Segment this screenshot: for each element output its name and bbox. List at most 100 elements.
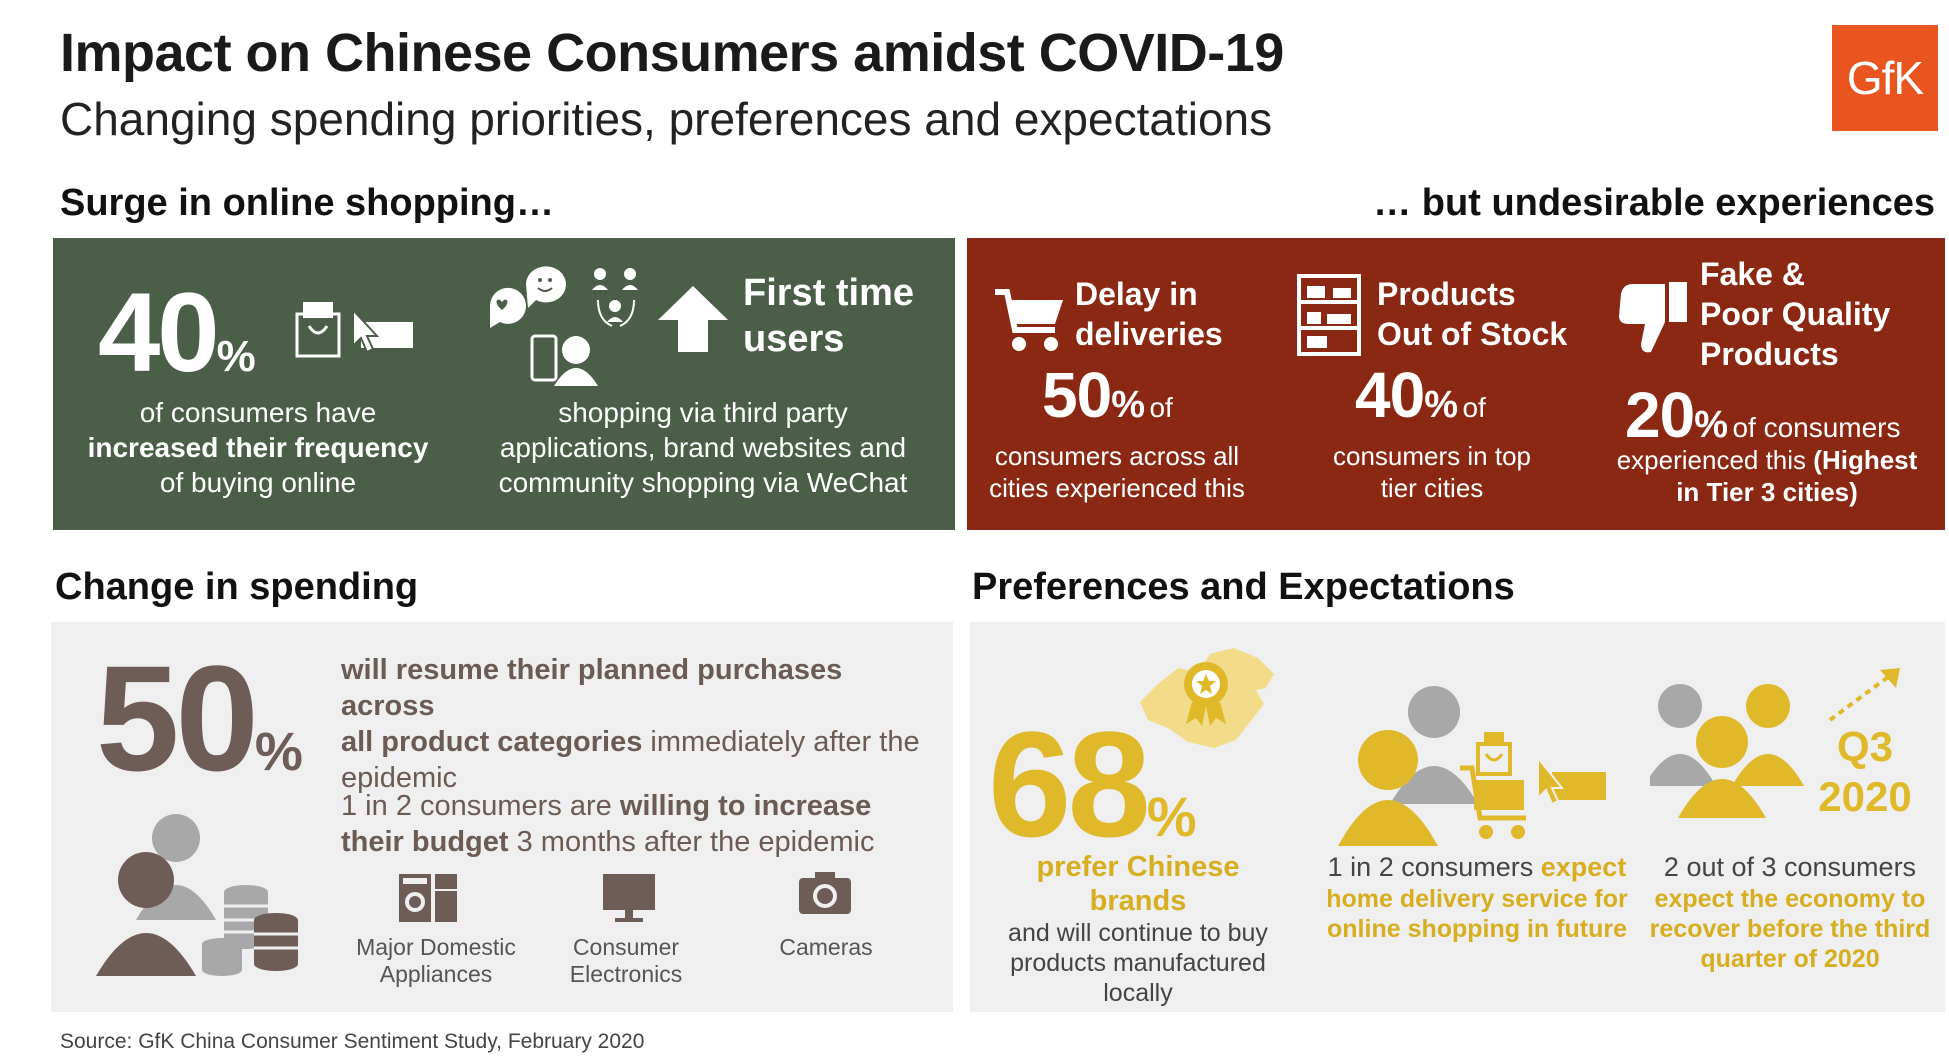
- delivery-text-gold3: online shopping in future: [1327, 915, 1627, 943]
- delay-title-line1: Delay in: [1075, 276, 1198, 312]
- category-electronics: Consumer Electronics: [531, 934, 721, 988]
- delay-text-line1: consumers across all: [994, 441, 1240, 471]
- undesirable-experiences-panel: Delay in deliveries 50% of consumers acr…: [967, 238, 1945, 530]
- group-people-icon: [1650, 684, 1804, 818]
- out-of-stock-text-line2: tier cities: [1380, 473, 1484, 503]
- economy-text-gold2: recover before the third: [1649, 915, 1931, 943]
- delay-title-line2: deliveries: [1075, 316, 1223, 352]
- fake-title-line3: Products: [1700, 336, 1839, 372]
- empty-shelf-icon: [1297, 274, 1361, 356]
- chinese-brands-stat: 68%: [988, 698, 1197, 871]
- thumbs-down-icon: [1619, 282, 1687, 353]
- out-of-stock-title: Products Out of Stock: [1377, 274, 1567, 354]
- frequency-description: of consumers have increased their freque…: [73, 395, 443, 500]
- resume-text-bold1: will resume their planned purchases acro…: [341, 654, 843, 722]
- fake-stat-unit: %: [1694, 404, 1728, 446]
- chinese-brands-text-2: products manufactured: [1010, 949, 1266, 977]
- fake-text-bold1: (Highest: [1813, 445, 1918, 475]
- budget-description: 1 in 2 consumers are willing to increase…: [341, 788, 941, 860]
- delivery-text-1: 1 in 2 consumers: [1327, 852, 1541, 882]
- chinese-brands-stat-value: 68: [988, 700, 1151, 868]
- resume-description: will resume their planned purchases acro…: [341, 652, 941, 796]
- source-note: Source: GfK China Consumer Sentiment Stu…: [60, 1030, 645, 1053]
- delay-stat-of: of: [1149, 392, 1173, 423]
- fake-text-bold2: in Tier 3 cities): [1676, 477, 1858, 507]
- china-map-award-icon: [1140, 648, 1274, 748]
- q3-2020-label: Q3 2020: [1800, 722, 1930, 822]
- frequency-text-bold: increased their frequency: [87, 432, 429, 463]
- camera-icon: [799, 872, 851, 914]
- monitor-icon: [603, 874, 655, 922]
- chinese-brands-text-gold: prefer Chinese brands: [1036, 851, 1240, 917]
- first-time-line1: First time: [743, 272, 915, 314]
- preferences-panel: 68% prefer Chinese brands and will conti…: [970, 622, 1945, 1012]
- frequency-stat: 40%: [98, 268, 256, 397]
- category-cameras-line1: Cameras: [779, 934, 873, 960]
- out-of-stock-stat-unit: %: [1424, 384, 1458, 426]
- first-time-text-line3: community shopping via WeChat: [498, 467, 908, 498]
- delay-title: Delay in deliveries: [1075, 274, 1223, 354]
- category-electronics-line1: Consumer: [572, 934, 680, 960]
- appliances-icon: [399, 874, 457, 922]
- fake-title-line2: Poor Quality: [1700, 296, 1891, 332]
- first-time-text-line2: applications, brand websites and: [499, 432, 907, 463]
- fake-title: Fake & Poor Quality Products: [1700, 254, 1890, 374]
- q3-line1: Q3: [1836, 723, 1894, 770]
- delivery-text-gold2: home delivery service for: [1326, 885, 1628, 913]
- frequency-stat-unit: %: [216, 332, 256, 381]
- resume-text-bold2: all product categories: [341, 726, 643, 758]
- spending-heading: Change in spending: [55, 566, 419, 608]
- online-shopping-panel: 40% of consumers have increased their fr…: [53, 238, 955, 530]
- out-of-stock-text-line1: consumers in top: [1333, 441, 1531, 471]
- undesirable-heading: … but undesirable experiences: [1373, 182, 1935, 224]
- change-in-spending-panel: 50% will resume their planned purchases …: [51, 622, 953, 1012]
- economy-text-gold3: quarter of 2020: [1700, 945, 1880, 973]
- first-time-users-label: First time users: [743, 270, 914, 362]
- fake-text-line1: experienced this: [1616, 445, 1807, 475]
- delay-stat-unit: %: [1111, 384, 1145, 426]
- resume-stat-unit: %: [254, 722, 303, 782]
- frequency-stat-value: 40: [98, 270, 220, 395]
- up-arrow-icon: [658, 286, 728, 352]
- resume-text-rest: immediately after the: [642, 726, 920, 758]
- fake-title-line1: Fake &: [1700, 256, 1805, 292]
- economy-description: 2 out of 3 consumers expect the economy …: [1640, 850, 1940, 974]
- preferences-heading: Preferences and Expectations: [972, 566, 1515, 608]
- delay-text-line2: cities experienced this: [989, 473, 1245, 503]
- people-cart-icon: [1338, 686, 1606, 846]
- fake-description: experienced this (Highest in Tier 3 citi…: [1607, 444, 1927, 508]
- frequency-text-line3: of buying online: [159, 467, 357, 498]
- first-time-line2: users: [743, 318, 845, 360]
- out-of-stock-stat-of: of: [1462, 392, 1486, 423]
- delivery-description: 1 in 2 consumers expect home delivery se…: [1322, 850, 1632, 944]
- budget-text-bold1: willing to increase: [619, 790, 872, 822]
- chinese-brands-stat-unit: %: [1146, 785, 1197, 848]
- chinese-brands-description: prefer Chinese brands and will continue …: [988, 850, 1288, 1008]
- resume-stat-value: 50: [96, 634, 259, 802]
- category-appliances: Major Domestic Appliances: [341, 934, 531, 988]
- chinese-brands-text-3: locally: [1103, 979, 1173, 1007]
- shopping-cart-icon: [995, 289, 1063, 351]
- fake-stat: 20% of consumers: [1625, 378, 1901, 452]
- category-electronics-line2: Electronics: [569, 961, 683, 987]
- q3-line2: 2020: [1818, 773, 1912, 820]
- economy-text-gold1: expect the economy to: [1654, 885, 1926, 913]
- chinese-brands-text-1: and will continue to buy: [1008, 919, 1268, 947]
- budget-text-2: 3 months after the epidemic: [508, 826, 875, 858]
- budget-text-1: 1 in 2 consumers are: [341, 790, 620, 822]
- out-of-stock-title-line1: Products: [1377, 276, 1516, 312]
- out-of-stock-description: consumers in top tier cities: [1292, 440, 1572, 504]
- economy-text-1: 2 out of 3 consumers: [1663, 852, 1917, 882]
- trend-arrow-icon: [1828, 668, 1900, 722]
- shopping-bag-click-icon: [295, 302, 413, 358]
- delay-stat-value: 50: [1042, 359, 1112, 431]
- frequency-text-line1: of consumers have: [139, 397, 377, 428]
- out-of-stock-title-line2: Out of Stock: [1377, 316, 1568, 352]
- delay-description: consumers across all cities experienced …: [972, 440, 1262, 504]
- gfk-logo: GfK: [1832, 25, 1938, 131]
- category-appliances-line1: Major Domestic: [356, 934, 516, 960]
- surge-heading: Surge in online shopping…: [60, 182, 554, 224]
- resume-stat: 50%: [96, 632, 303, 805]
- out-of-stock-stat: 40% of: [1355, 358, 1486, 432]
- delivery-text-gold1: expect: [1540, 852, 1627, 882]
